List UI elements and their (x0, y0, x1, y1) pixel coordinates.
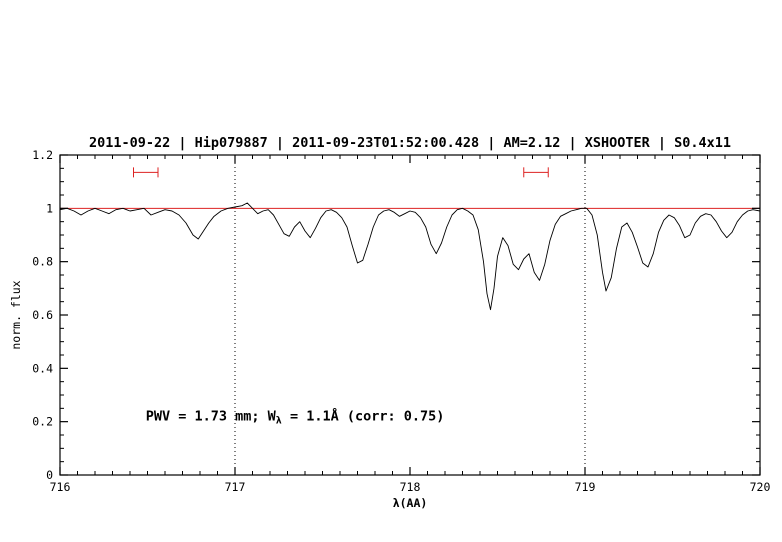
y-axis-label: norm. flux (9, 280, 23, 349)
y-tick-label: 0.6 (32, 308, 53, 322)
x-tick-label: 720 (750, 480, 771, 494)
x-tick-label: 716 (50, 480, 71, 494)
y-tick-label: 0.4 (32, 361, 53, 375)
chart-title: 2011-09-22 | Hip079887 | 2011-09-23T01:5… (89, 135, 731, 151)
pwv-annotation: PWV = 1.73 mm; Wλ = 1.1Å (corr: 0.75) (146, 407, 445, 426)
y-tick-label: 0.2 (32, 415, 53, 429)
x-tick-label: 718 (400, 480, 421, 494)
y-tick-label: 1.2 (32, 148, 53, 162)
y-tick-label: 1 (46, 201, 53, 215)
y-tick-label: 0 (46, 468, 53, 482)
x-tick-label: 717 (225, 480, 246, 494)
x-tick-label: 719 (575, 480, 596, 494)
spectrum-line (59, 202, 761, 311)
x-axis-label: λ(AA) (393, 496, 428, 510)
axis-box (59, 154, 761, 476)
y-tick-label: 0.8 (32, 255, 53, 269)
chart-layers: 716 717 718 719 720 0 0.2 0.4 0.6 0.8 1 1.2 PWV = 1.… (32, 148, 770, 494)
